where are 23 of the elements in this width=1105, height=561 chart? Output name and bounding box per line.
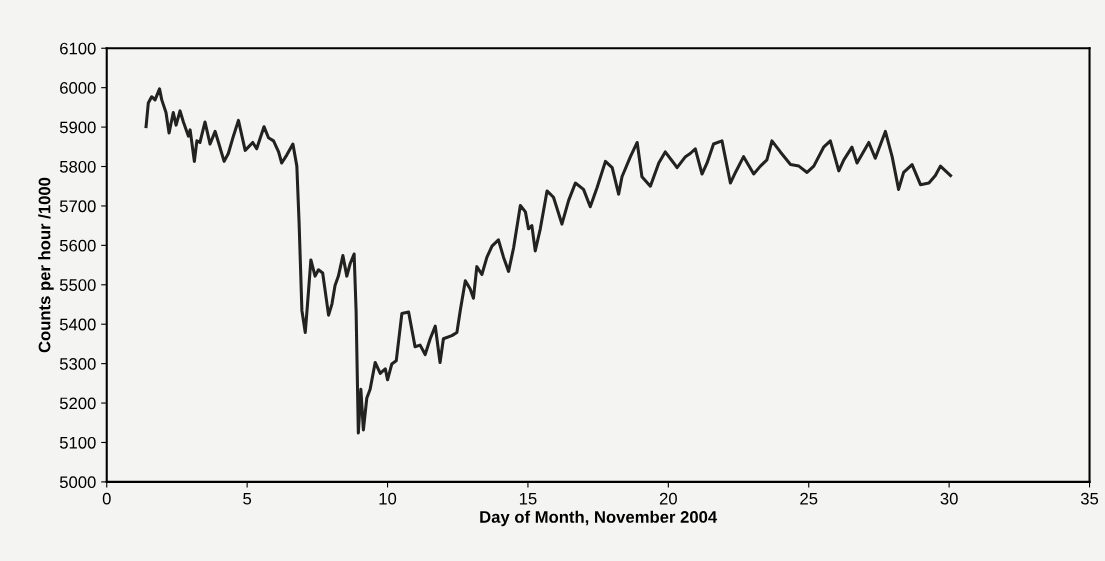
y-tick-label: 6000 <box>60 82 96 94</box>
y-tick-label: 5700 <box>59 200 96 213</box>
y-tick-label: 5000 <box>59 476 96 489</box>
y-axis-title: Counts per hour /1000 <box>38 177 54 353</box>
x-tick-label: 15 <box>519 492 537 505</box>
y-tick-label: 5800 <box>59 160 96 173</box>
y-tick-label: 5300 <box>59 358 96 370</box>
x-tick-label: 25 <box>800 492 818 505</box>
x-tick-label: 10 <box>379 492 397 505</box>
y-tick-label: 5900 <box>59 121 96 134</box>
line-series <box>144 87 953 435</box>
x-axis-title: Day of Month, November 2004 <box>480 510 718 527</box>
x-tick-label: 5 <box>243 492 252 505</box>
y-tick-label: 5600 <box>59 239 96 252</box>
x-tick-label: 30 <box>940 492 958 505</box>
x-tick-label: 35 <box>1080 492 1099 505</box>
x-tick-label: 20 <box>659 492 677 505</box>
x-tick-label: 0 <box>102 492 111 505</box>
y-tick-label: 5500 <box>59 279 96 291</box>
y-tick-label: 5400 <box>59 318 96 331</box>
y-tick-label: 5200 <box>59 397 96 410</box>
y-tick-label: 6100 <box>60 42 96 55</box>
y-tick-label: 5100 <box>59 436 96 449</box>
